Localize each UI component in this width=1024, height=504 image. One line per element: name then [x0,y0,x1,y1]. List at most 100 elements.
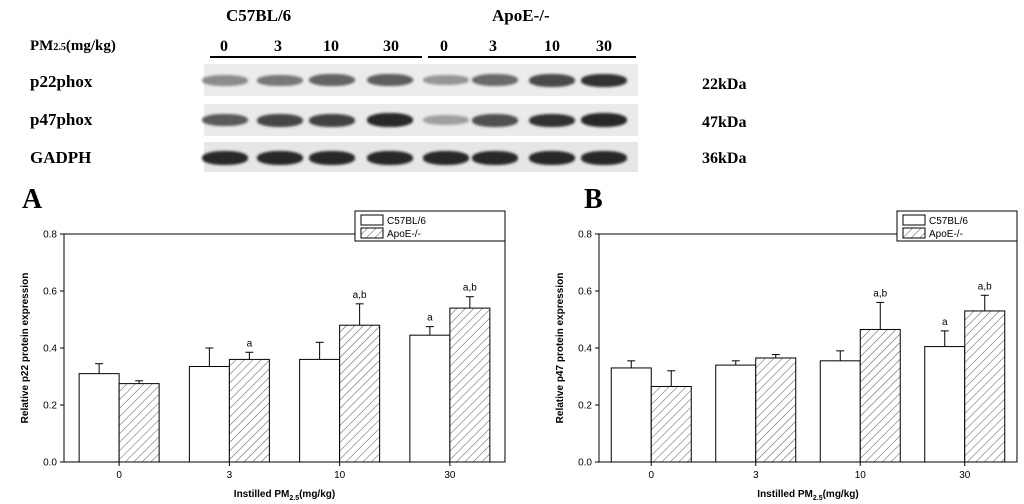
blot-band [309,151,355,165]
x-tick-label: 0 [648,470,654,481]
protein-label-p22phox: p22phox [30,72,93,91]
blot-band [529,73,575,87]
panel-letter-a: A [22,184,43,215]
bar [449,307,491,463]
bar [964,310,1006,463]
blot-strip-p47phox [202,104,638,136]
blot-band [257,151,303,165]
blot-band [581,151,627,165]
y-tick-label: 0.4 [43,344,57,355]
bar [924,346,966,463]
legend-label: ApoE-/- [929,229,963,240]
dose-label: 10 [323,38,339,55]
y-tick-label: 0.0 [578,458,592,469]
dose-label: 3 [274,38,282,55]
y-tick-label: 0.4 [578,344,592,355]
pm-label-text: PM [30,38,54,54]
bar [755,357,797,463]
blot-band [529,151,575,165]
dose-label: 10 [544,38,560,55]
dose-label: 30 [596,38,612,55]
protein-label-p47phox: p47phox [30,110,93,129]
x-tick-label: 10 [855,470,867,481]
y-tick-label: 0.2 [43,401,57,412]
blot-band [309,74,355,86]
blot-band [257,113,303,127]
blot-band [202,74,248,86]
panel-letter-b: B [584,184,603,215]
blot-band [581,73,627,87]
legend-label: C57BL/6 [387,216,426,227]
x-tick-label: 30 [959,470,971,481]
blot-band [581,113,627,127]
bar [118,383,160,463]
x-axis-label: Instilled PM2.5(mg/kg) [757,489,858,502]
x-tick-label: 10 [334,470,346,481]
chart-p22-expression: 0.0 0.2 0.4 0.6 0.8 Relative p22 protein expr… [20,210,506,502]
significance-label: a [427,313,433,324]
x-tick-label: 3 [753,470,759,481]
bar [819,360,861,463]
dose-label: 3 [489,38,497,55]
blot-band [309,113,355,127]
western-blot: C57BL/6 ApoE-/- PM2.5(mg/kg) 0 3 10 30 0… [0,0,1024,190]
significance-label: a [942,317,948,328]
y-tick-label: 0.8 [578,230,592,241]
blot-band [257,74,303,86]
bar [78,373,120,463]
bar [859,328,901,463]
blot-strip-gadph [202,142,638,172]
underline-c57bl6 [210,56,422,58]
protein-label-gadph: GADPH [30,148,92,167]
legend: C57BL/6 ApoE-/- [896,210,1018,242]
blot-band [472,113,518,127]
blot-band [367,74,413,86]
bar [228,358,270,463]
pm-label-unit: (mg/kg) [65,38,116,54]
significance-label: a,b [463,283,477,294]
bar [610,367,652,463]
blot-band [202,151,248,165]
dose-label: 30 [383,38,399,55]
blot-band [367,113,413,127]
blot-band [367,151,413,165]
x-tick-label: 3 [227,470,233,481]
underline-apoe [428,56,636,58]
kda-label-gadph: 36kDa [702,150,747,167]
significance-label: a [247,338,253,349]
blot-strip-p22phox [202,64,638,96]
bar [299,358,341,463]
strain-label-c57bl6: C57BL/6 [226,6,292,25]
y-axis-label: Relative p47 protein expression [555,273,566,424]
y-tick-label: 0.2 [578,401,592,412]
y-tick-label: 0.6 [578,287,592,298]
x-tick-label: 30 [444,470,456,481]
significance-label: a,b [978,281,992,292]
blot-band [423,75,469,85]
bar [650,385,692,463]
bar [409,334,451,463]
legend-swatch [360,214,384,226]
bar [188,366,230,463]
kda-label-p47phox: 47kDa [702,114,747,131]
kda-label-p22phox: 22kDa [702,76,747,93]
dose-label: 0 [440,38,448,55]
y-tick-label: 0.6 [43,287,57,298]
legend-swatch [902,214,926,226]
blot-band [529,113,575,127]
blot-band [202,114,248,126]
blot-band [423,151,469,165]
blot-band [472,151,518,165]
strain-label-apoe: ApoE-/- [492,6,550,25]
legend-swatch [360,227,384,239]
legend: C57BL/6 ApoE-/- [354,210,506,242]
legend-label: C57BL/6 [929,216,968,227]
significance-label: a,b [353,290,367,301]
pm-label-sub: 2.5 [53,42,66,53]
bar [339,324,381,463]
bar [715,364,757,463]
y-axis-label: Relative p22 protein expression [20,273,31,424]
dose-label: 0 [220,38,228,55]
chart-p47-expression: 0.0 0.2 0.4 0.6 0.8 Relative p47 protein expr… [555,210,1018,502]
pm-dose-label: PM2.5(mg/kg) [30,38,116,55]
